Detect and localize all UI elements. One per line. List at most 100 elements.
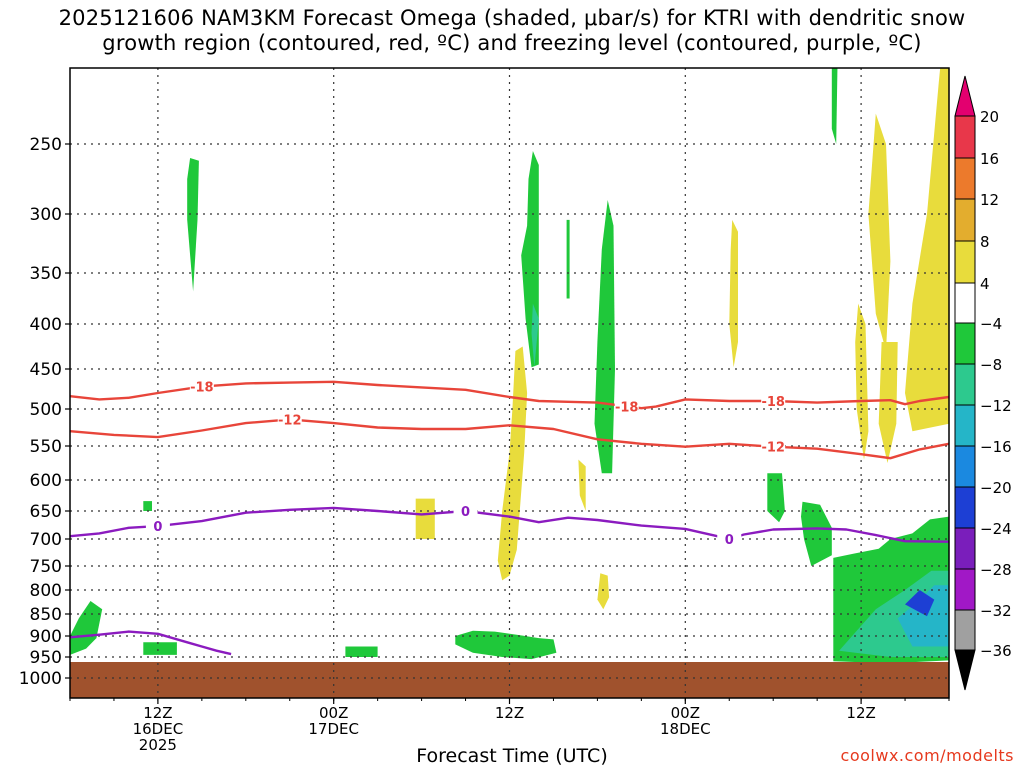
omega-region xyxy=(729,219,738,368)
y-tick-label: 450 xyxy=(30,360,62,380)
x-tick-label: 17DEC xyxy=(308,720,359,738)
y-tick-label: 250 xyxy=(30,135,62,155)
colorbar-label: −20 xyxy=(980,479,1012,497)
omega-region xyxy=(905,68,949,432)
colorbar-segment xyxy=(954,527,976,570)
colorbar-segment xyxy=(954,363,976,406)
contour-layer: -18 -18 -18 -12 -12 0 0 0 xyxy=(70,378,949,656)
y-tick-label: 550 xyxy=(30,437,62,457)
contour-label-bg xyxy=(453,503,478,518)
contour-line xyxy=(70,506,949,543)
omega-region xyxy=(187,158,199,292)
contour-label: -18 xyxy=(190,381,214,396)
omega-shading-layer xyxy=(70,68,949,664)
omega-region xyxy=(897,585,949,647)
colorbar-segment xyxy=(954,609,976,651)
contour-label-bg xyxy=(614,398,639,414)
x-tick-label: 12Z xyxy=(495,704,524,722)
colorbar-bottom-arrow xyxy=(954,649,976,691)
omega-region xyxy=(531,303,539,368)
colorbar-label: −28 xyxy=(980,561,1012,579)
omega-region xyxy=(566,219,570,299)
colorbar-label: −24 xyxy=(980,520,1012,538)
colorbar-segment xyxy=(954,282,976,324)
colorbar-label: −12 xyxy=(980,397,1012,415)
y-tick-label: 350 xyxy=(30,264,62,284)
contour-label-bg xyxy=(717,531,742,546)
contour-label: 0 xyxy=(153,520,162,535)
contour-line xyxy=(70,630,232,656)
omega-region xyxy=(878,342,898,463)
x-tick-label: 18DEC xyxy=(660,720,711,738)
contour-label: 0 xyxy=(461,505,470,520)
colorbar-label: 8 xyxy=(980,233,990,251)
contour-label-bg xyxy=(277,411,302,427)
contour-label-bg xyxy=(145,518,170,534)
y-tick-label: 700 xyxy=(30,530,62,550)
contour-label: -18 xyxy=(615,400,639,415)
x-tick-label: 00Z xyxy=(671,704,700,722)
y-tick-label: 500 xyxy=(30,400,62,420)
colorbar-segment xyxy=(954,240,976,284)
x-tick-label: 00Z xyxy=(319,704,348,722)
y-tick-label: 800 xyxy=(30,581,62,601)
omega-region xyxy=(143,642,177,655)
omega-region xyxy=(597,573,610,610)
y-tick-label: 950 xyxy=(30,648,62,668)
omega-region xyxy=(70,601,103,655)
omega-region xyxy=(415,498,435,539)
contour-line xyxy=(70,418,949,460)
contour-label: 0 xyxy=(725,533,734,548)
omega-region xyxy=(345,646,378,657)
y-tick-label: 900 xyxy=(30,627,62,647)
title-line-1: 2025121606 NAM3KM Forecast Omega (shaded… xyxy=(58,6,966,30)
colorbar-label: −8 xyxy=(980,356,1002,374)
contour-label-bg xyxy=(761,393,786,408)
colorbar-label: −16 xyxy=(980,438,1012,456)
colorbar-label: 4 xyxy=(980,275,990,293)
colorbar-segment xyxy=(954,157,976,200)
y-tick-label: 750 xyxy=(30,557,62,577)
omega-region xyxy=(855,303,869,460)
chart-title: 2025121606 NAM3KM Forecast Omega (shaded… xyxy=(0,6,1024,56)
colorbar-segment xyxy=(954,198,976,242)
colorbar-label: −32 xyxy=(980,602,1012,620)
y-tick-label: 300 xyxy=(30,205,62,225)
omega-region xyxy=(455,630,557,660)
omega-region xyxy=(868,113,891,351)
y-tick-label: 400 xyxy=(30,315,62,335)
x-tick-label: 12Z xyxy=(143,704,172,722)
colorbar-label: 20 xyxy=(980,108,999,126)
contour-label: -12 xyxy=(761,441,785,456)
colorbar-segment xyxy=(954,322,976,365)
omega-region xyxy=(801,501,832,566)
contour-label: -12 xyxy=(278,413,302,428)
omega-region xyxy=(767,473,785,523)
colorbar-label: −36 xyxy=(980,642,1012,660)
colorbar-segment xyxy=(954,115,976,159)
title-line-2: growth region (contoured, red, ºC) and f… xyxy=(102,31,922,55)
colorbar-segment xyxy=(954,445,976,488)
y-axis: 2503003504004505005506006507007508008509… xyxy=(19,135,70,689)
omega-region xyxy=(905,590,935,617)
y-tick-label: 1000 xyxy=(19,669,62,689)
omega-region xyxy=(497,346,528,581)
colorbar-label: 12 xyxy=(980,191,999,209)
x-tick-label: 12Z xyxy=(846,704,875,722)
omega-region xyxy=(594,200,615,474)
x-tick-label: 16DEC xyxy=(133,720,184,738)
credit-text: coolwx.com/modelts xyxy=(840,746,1014,765)
colorbar-segment xyxy=(954,568,976,611)
contour-label: -18 xyxy=(761,395,785,410)
y-tick-label: 650 xyxy=(30,502,62,522)
colorbar-label: −4 xyxy=(980,315,1002,333)
omega-region xyxy=(143,501,152,511)
colorbar-top-arrow xyxy=(954,75,976,117)
contour-label-bg xyxy=(761,438,786,454)
x-axis-label: Forecast Time (UTC) xyxy=(416,745,608,767)
y-tick-label: 600 xyxy=(30,471,62,491)
omega-region xyxy=(831,68,838,144)
y-tick-label: 850 xyxy=(30,605,62,625)
